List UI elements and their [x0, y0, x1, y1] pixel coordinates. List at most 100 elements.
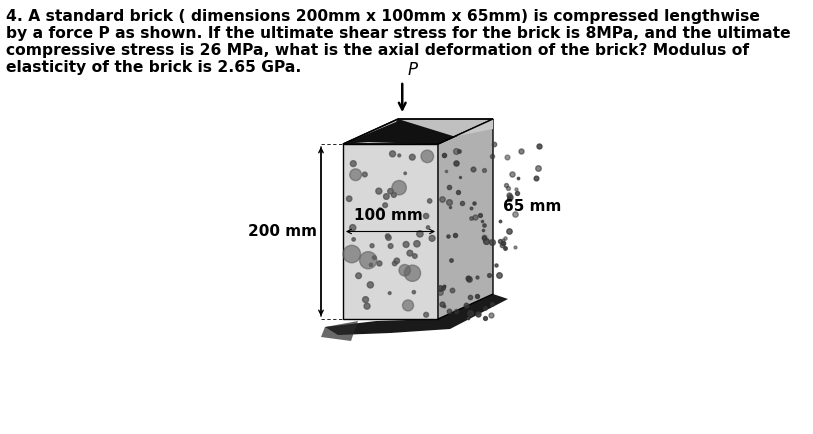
Point — [420, 311, 433, 318]
Point — [383, 289, 396, 296]
Point — [477, 167, 490, 174]
Point — [389, 260, 402, 267]
Point — [511, 189, 524, 196]
Point — [452, 148, 465, 155]
Text: by a force P as shown. If the ultimate shear stress for the brick is 8MPa, and t: by a force P as shown. If the ultimate s… — [6, 26, 790, 41]
Point — [449, 231, 462, 238]
Point — [387, 191, 400, 198]
Point — [406, 154, 419, 161]
Point — [425, 235, 438, 242]
Text: 100 mm: 100 mm — [354, 208, 423, 224]
Point — [449, 160, 462, 167]
Point — [477, 221, 490, 228]
Point — [463, 309, 476, 316]
Point — [495, 242, 508, 249]
Point — [367, 254, 380, 261]
Point — [381, 233, 394, 240]
Point — [502, 192, 515, 199]
Point — [437, 302, 450, 309]
Point — [352, 272, 365, 279]
Point — [360, 302, 373, 309]
Point — [470, 293, 483, 299]
Point — [498, 244, 511, 251]
Point — [498, 234, 511, 241]
Point — [504, 194, 517, 201]
Point — [372, 187, 385, 194]
Point — [471, 310, 484, 317]
Point — [461, 314, 474, 321]
Point — [510, 185, 523, 192]
Point — [433, 284, 446, 291]
Text: compressive stress is 26 MPa, what is the axial deformation of the brick? Modulu: compressive stress is 26 MPa, what is th… — [6, 43, 749, 58]
Point — [403, 250, 416, 256]
Point — [379, 202, 392, 209]
Circle shape — [421, 150, 433, 163]
Point — [444, 204, 457, 211]
Point — [346, 224, 359, 231]
Point — [374, 206, 387, 213]
Text: 200 mm: 200 mm — [248, 224, 317, 239]
Point — [364, 281, 377, 288]
Point — [500, 182, 513, 189]
Polygon shape — [438, 119, 493, 319]
Point — [347, 160, 360, 167]
Point — [511, 174, 524, 181]
Point — [493, 237, 506, 244]
Point — [359, 171, 372, 178]
Text: 4. A standard brick ( dimensions 200mm x 100mm x 65mm) is compressed lengthwise: 4. A standard brick ( dimensions 200mm x… — [6, 9, 760, 24]
Point — [501, 154, 514, 161]
Point — [515, 148, 528, 155]
Point — [382, 234, 395, 241]
Point — [437, 151, 450, 158]
Point — [433, 289, 446, 296]
Point — [486, 300, 499, 307]
Point — [442, 183, 455, 190]
Point — [399, 241, 412, 248]
Point — [442, 198, 455, 205]
Polygon shape — [343, 144, 438, 319]
Circle shape — [343, 245, 360, 263]
Point — [384, 243, 397, 250]
Point — [342, 195, 355, 202]
Point — [477, 235, 490, 242]
Point — [386, 150, 399, 157]
Text: P: P — [407, 61, 417, 79]
Point — [509, 244, 522, 251]
Circle shape — [392, 181, 406, 195]
Point — [411, 240, 424, 247]
Point — [489, 261, 502, 268]
Point — [485, 312, 498, 319]
Point — [478, 233, 491, 240]
Circle shape — [350, 169, 362, 181]
Point — [488, 141, 501, 148]
Point — [533, 142, 546, 149]
Polygon shape — [343, 119, 454, 144]
Point — [462, 275, 475, 282]
Point — [483, 271, 496, 278]
Point — [373, 260, 386, 267]
Point — [380, 193, 393, 200]
Point — [436, 196, 449, 203]
Point — [384, 188, 397, 195]
Point — [442, 308, 455, 315]
Point — [364, 261, 377, 268]
Point — [359, 296, 372, 303]
Point — [467, 165, 480, 172]
Point — [450, 147, 463, 154]
Point — [529, 174, 542, 181]
Polygon shape — [343, 119, 493, 144]
Polygon shape — [321, 321, 358, 341]
Point — [407, 289, 420, 296]
Point — [479, 315, 492, 322]
Point — [532, 164, 545, 171]
Point — [476, 217, 489, 224]
Point — [473, 212, 486, 219]
Point — [502, 195, 515, 202]
Circle shape — [359, 252, 376, 269]
Point — [476, 227, 489, 233]
Point — [478, 305, 491, 312]
Point — [423, 197, 436, 204]
Point — [480, 238, 493, 245]
Point — [446, 286, 459, 293]
Circle shape — [399, 264, 411, 276]
